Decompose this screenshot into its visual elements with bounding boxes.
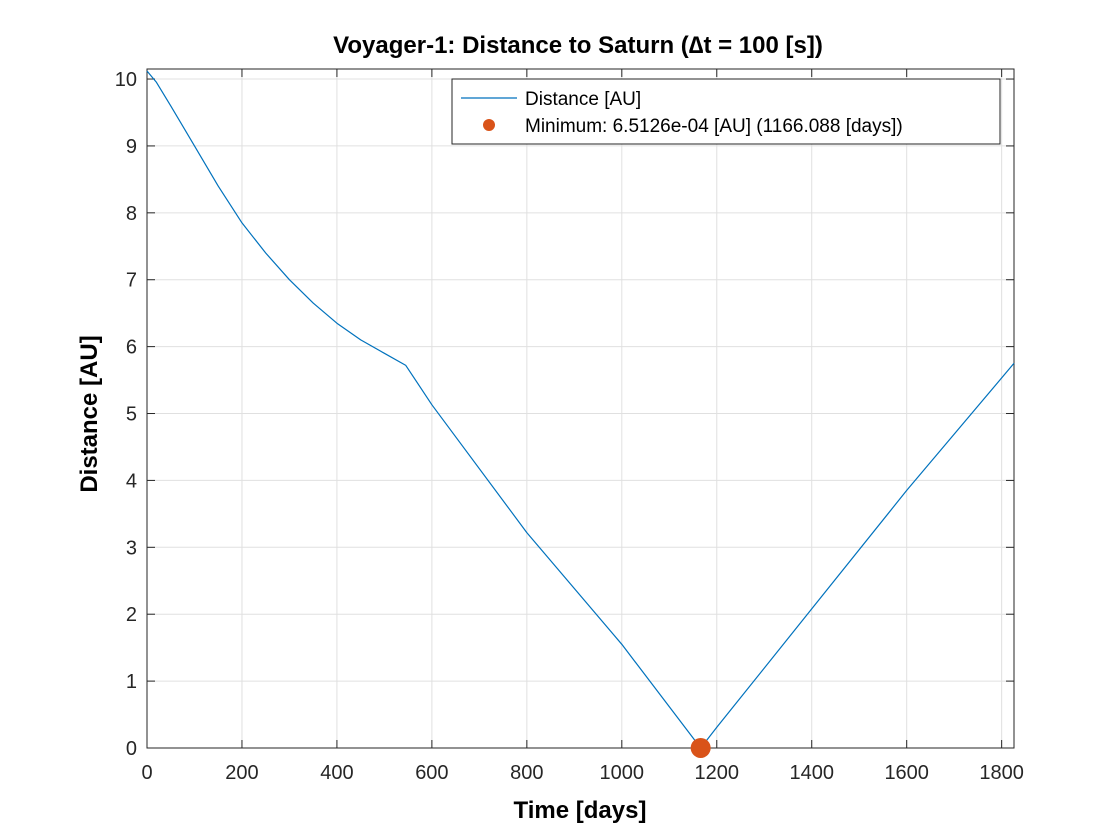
legend-entry-minimum: Minimum: 6.5126e-04 [AU] (1166.088 [days… xyxy=(525,116,903,137)
x-tick-label: 200 xyxy=(225,762,258,784)
axes-box xyxy=(146,68,1015,749)
x-tick-label: 1400 xyxy=(789,762,834,784)
legend-box xyxy=(451,78,1001,145)
x-tick-label: 400 xyxy=(320,762,353,784)
y-tick-label: 8 xyxy=(126,203,137,225)
y-tick-label: 3 xyxy=(126,537,137,559)
y-tick-label: 9 xyxy=(126,136,137,158)
legend[interactable]: Distance [AU] Minimum: 6.5126e-04 [AU] (1… xyxy=(451,78,1001,145)
x-tick-label: 1800 xyxy=(979,762,1024,784)
x-tick-label: 800 xyxy=(510,762,543,784)
x-tick-label: 600 xyxy=(415,762,448,784)
ticks: 0 200 400 600 800 1000 1200 1400 1600 1800 0 1 2 3 4 5 6… xyxy=(115,69,1024,784)
x-tick-label: 0 xyxy=(141,762,152,784)
y-tick-label: 7 xyxy=(126,270,137,292)
chart-title: Voyager-1: Distance to Saturn (∆t = 100 … xyxy=(333,32,823,59)
y-tick-label: 4 xyxy=(126,470,137,492)
distance-series-line xyxy=(146,70,1015,749)
legend-marker-swatch xyxy=(483,119,495,131)
y-tick-label: 10 xyxy=(115,69,137,91)
y-tick-label: 2 xyxy=(126,604,137,626)
y-tick-label: 0 xyxy=(126,738,137,760)
x-tick-label: 1000 xyxy=(600,762,645,784)
x-tick-label: 1600 xyxy=(884,762,929,784)
y-tick-label: 6 xyxy=(126,337,137,359)
x-axis-label: Time [days] xyxy=(514,797,647,824)
x-tick-label: 1200 xyxy=(695,762,740,784)
y-axis-label: Distance [AU] xyxy=(76,335,103,492)
series xyxy=(146,70,1015,758)
y-tick-label: 5 xyxy=(126,404,137,426)
minimum-point xyxy=(690,737,711,758)
legend-entry-distance: Distance [AU] xyxy=(525,89,641,110)
y-tick-label: 1 xyxy=(126,671,137,693)
